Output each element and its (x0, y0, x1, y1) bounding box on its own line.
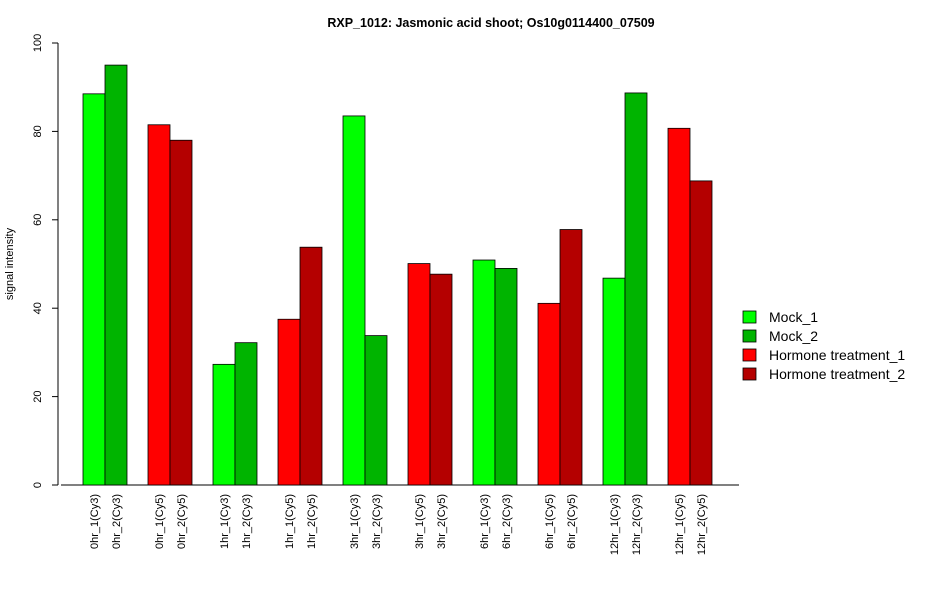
x-tick-label: 0hr_1(Cy5) (154, 494, 166, 549)
x-tick-label: 1hr_2(Cy3) (241, 494, 253, 549)
legend-label: Mock_2 (769, 328, 818, 344)
x-tick-label: 6hr_2(Cy3) (501, 494, 513, 549)
x-tick-label: 1hr_2(Cy5) (306, 494, 318, 549)
bar (364, 335, 388, 486)
bar (667, 127, 691, 486)
bar (537, 302, 561, 486)
x-tick-label: 12hr_2(Cy3) (631, 494, 643, 555)
x-tick-label: 0hr_2(Cy5) (176, 494, 188, 549)
x-tick-label: 6hr_1(Cy5) (544, 494, 556, 549)
bar (472, 259, 496, 486)
y-axis-label: signal intensity (4, 227, 16, 300)
bars-group (82, 64, 713, 486)
x-tick-label: 6hr_1(Cy3) (479, 494, 491, 549)
legend-swatch (742, 348, 757, 362)
bar (624, 92, 648, 486)
bar (559, 229, 583, 486)
x-tick-label: 3hr_2(Cy5) (436, 494, 448, 549)
bar (277, 318, 301, 486)
chart-title: RXP_1012: Jasmonic acid shoot; Os10g0114… (327, 16, 654, 30)
legend-label: Hormone treatment_2 (769, 366, 905, 382)
x-tick-label: 3hr_1(Cy5) (414, 494, 426, 549)
y-axis: 0 20 40 60 80 100 (32, 34, 59, 488)
x-tick-label: 1hr_1(Cy3) (219, 494, 231, 549)
legend-label: Mock_1 (769, 309, 818, 325)
legend-label: Hormone treatment_1 (769, 347, 905, 363)
bar (104, 64, 128, 486)
bar (234, 342, 258, 486)
x-tick-label: 0hr_1(Cy3) (89, 494, 101, 549)
bar (407, 263, 431, 486)
x-tick-label: 12hr_2(Cy5) (696, 494, 708, 555)
y-tick-label: 80 (32, 125, 44, 137)
x-tick-label: 1hr_1(Cy5) (284, 494, 296, 549)
bar (602, 277, 626, 486)
legend-swatch (742, 329, 757, 343)
y-tick-label: 100 (32, 34, 44, 52)
bar (689, 180, 713, 486)
x-tick-label: 3hr_1(Cy3) (349, 494, 361, 549)
bar (82, 93, 106, 486)
legend-swatch (742, 310, 757, 324)
x-tick-label: 12hr_1(Cy5) (674, 494, 686, 555)
bar (299, 246, 323, 486)
bar (342, 115, 366, 486)
x-tick-label: 0hr_2(Cy3) (111, 494, 123, 549)
bar (429, 273, 453, 486)
bar (169, 139, 193, 486)
legend-swatch (742, 367, 757, 381)
category-labels: 0hr_1(Cy3) 0hr_2(Cy3) 0hr_1(Cy5) 0hr_2(Cy5)… (89, 494, 708, 555)
bar (212, 363, 236, 486)
y-tick-label: 40 (32, 302, 44, 314)
y-tick-label: 20 (32, 390, 44, 402)
x-tick-label: 6hr_2(Cy5) (566, 494, 578, 549)
y-tick-label: 0 (32, 482, 44, 488)
bar (147, 124, 171, 486)
x-tick-label: 12hr_1(Cy3) (609, 494, 621, 555)
bar (494, 268, 518, 486)
x-tick-label: 3hr_2(Cy3) (371, 494, 383, 549)
y-tick-label: 60 (32, 214, 44, 226)
legend: Mock_1 Mock_2 Hormone treatment_1 Hormone t… (742, 309, 905, 382)
